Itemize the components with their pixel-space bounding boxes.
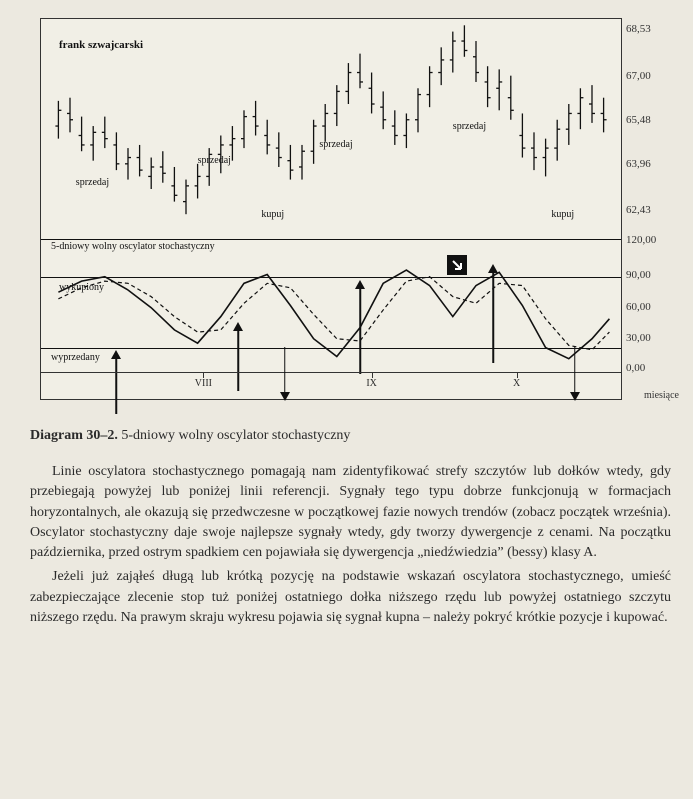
ytick: 68,53: [626, 23, 676, 35]
ref-line-overbought: [41, 277, 621, 278]
price-title: frank szwajcarski: [59, 39, 143, 51]
ref-line-oversold: [41, 348, 621, 349]
ytick: 30,00: [626, 332, 676, 344]
ytick: 120,00: [626, 234, 676, 246]
bearish-divergence-icon: [447, 255, 467, 275]
label-sprzedaj: sprzedaj: [198, 155, 231, 166]
ytick: 65,48: [626, 114, 676, 126]
oscillator-panel: 5-dniowy wolny oscylator stochastyczny w…: [41, 239, 621, 373]
label-sprzedaj: sprzedaj: [319, 139, 352, 150]
osc-svg: [41, 239, 621, 372]
label-overbought: wykupiony: [59, 282, 104, 293]
label-kupuj: kupuj: [261, 209, 284, 220]
xtick-label: IX: [366, 378, 377, 389]
label-sprzedaj: sprzedaj: [76, 177, 109, 188]
paragraph: Jeżeli już zająłeś długą lub krótką pozy…: [30, 567, 671, 628]
page-root: frank szwajcarski 68,53 67,00 65,48 63,9…: [0, 0, 693, 799]
figure-caption: Diagram 30–2. 5-dniowy wolny oscylator s…: [30, 428, 671, 444]
chart-frame: frank szwajcarski 68,53 67,00 65,48 63,9…: [40, 18, 622, 400]
xaxis-caption: miesiące: [644, 390, 679, 401]
ytick: 0,00: [626, 362, 676, 374]
month-axis: VIII IX X: [41, 372, 621, 399]
osc-subtitle: 5-dniowy wolny oscylator stochastyczny: [51, 241, 215, 252]
price-panel: frank szwajcarski 68,53 67,00 65,48 63,9…: [41, 19, 621, 240]
ytick: 90,00: [626, 269, 676, 281]
ytick: 67,00: [626, 70, 676, 82]
price-ohlc-svg: [41, 19, 621, 239]
caption-rest: 5-dniowy wolny oscylator stochastyczny: [121, 428, 350, 443]
paragraph: Linie oscylatora stochastycznego pomagaj…: [30, 462, 671, 563]
ytick: 62,43: [626, 204, 676, 216]
label-oversold: wyprzedany: [51, 352, 100, 363]
body-text: Linie oscylatora stochastycznego pomagaj…: [30, 462, 671, 628]
label-sprzedaj: sprzedaj: [453, 121, 486, 132]
ytick: 63,96: [626, 158, 676, 170]
ytick: 60,00: [626, 301, 676, 313]
caption-lead: Diagram 30–2.: [30, 428, 118, 443]
label-kupuj: kupuj: [551, 209, 574, 220]
xtick-label: X: [513, 378, 520, 389]
xtick-label: VIII: [195, 378, 212, 389]
